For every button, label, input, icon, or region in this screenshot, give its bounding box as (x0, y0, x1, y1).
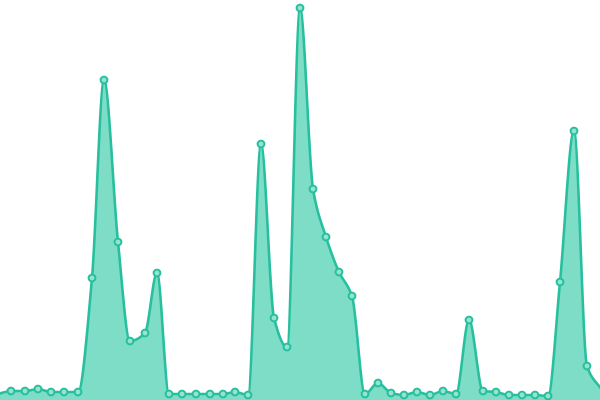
data-point-marker (530, 390, 540, 400)
data-point-marker (399, 390, 409, 400)
data-point-marker (373, 378, 383, 388)
data-point-marker (243, 390, 253, 400)
data-point-marker (230, 387, 240, 397)
data-point-marker (543, 391, 553, 400)
data-point-marker (347, 291, 357, 301)
data-point-marker (282, 342, 292, 352)
data-point-marker (256, 139, 266, 149)
data-point-marker (582, 361, 592, 371)
data-point-marker (6, 386, 16, 396)
data-point-marker (360, 389, 370, 399)
data-point-marker (20, 386, 30, 396)
data-point-marker (73, 387, 83, 397)
data-point-marker (87, 273, 97, 283)
data-point-marker (46, 387, 56, 397)
data-point-marker (269, 313, 279, 323)
data-point-marker (464, 315, 474, 325)
data-point-markers (6, 3, 592, 400)
data-point-marker (386, 388, 396, 398)
data-point-marker (113, 237, 123, 247)
data-point-marker (152, 268, 162, 278)
data-point-marker (218, 389, 228, 399)
data-point-marker (177, 389, 187, 399)
data-point-marker (412, 387, 422, 397)
data-point-marker (191, 389, 201, 399)
data-point-marker (308, 184, 318, 194)
data-point-marker (451, 389, 461, 399)
data-point-marker (99, 75, 109, 85)
data-point-marker (321, 232, 331, 242)
data-point-marker (59, 387, 69, 397)
data-point-marker (569, 126, 579, 136)
data-point-marker (504, 390, 514, 400)
data-point-marker (295, 3, 305, 13)
data-point-marker (125, 336, 135, 346)
data-point-marker (517, 390, 527, 400)
data-point-marker (33, 384, 43, 394)
data-point-marker (164, 389, 174, 399)
data-point-marker (555, 277, 565, 287)
data-point-marker (438, 386, 448, 396)
data-point-marker (425, 390, 435, 400)
area-series-fill (0, 8, 600, 400)
data-point-marker (334, 267, 344, 277)
data-point-marker (478, 386, 488, 396)
data-point-marker (491, 387, 501, 397)
data-point-marker (140, 328, 150, 338)
data-point-marker (205, 389, 215, 399)
